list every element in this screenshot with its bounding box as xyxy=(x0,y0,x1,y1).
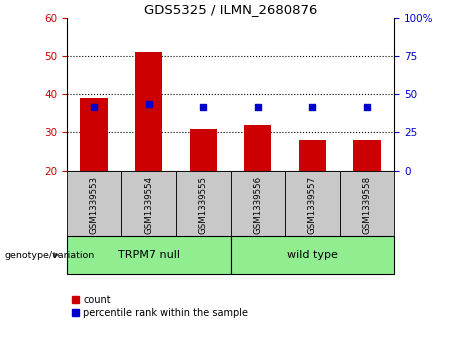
Point xyxy=(309,104,316,110)
FancyBboxPatch shape xyxy=(176,171,230,236)
FancyBboxPatch shape xyxy=(67,236,230,274)
Bar xyxy=(81,98,108,171)
Bar xyxy=(244,125,272,171)
FancyBboxPatch shape xyxy=(230,236,394,274)
Bar xyxy=(189,129,217,171)
Text: GSM1339554: GSM1339554 xyxy=(144,176,153,234)
FancyBboxPatch shape xyxy=(230,171,285,236)
Text: GSM1339555: GSM1339555 xyxy=(199,176,208,234)
Text: TRPM7 null: TRPM7 null xyxy=(118,250,180,260)
Bar xyxy=(353,140,380,171)
FancyBboxPatch shape xyxy=(67,171,121,236)
Bar xyxy=(135,53,162,171)
FancyBboxPatch shape xyxy=(340,171,394,236)
FancyBboxPatch shape xyxy=(121,171,176,236)
Point xyxy=(90,104,98,110)
FancyBboxPatch shape xyxy=(285,171,340,236)
Point xyxy=(200,104,207,110)
Text: genotype/variation: genotype/variation xyxy=(5,250,95,260)
Title: GDS5325 / ILMN_2680876: GDS5325 / ILMN_2680876 xyxy=(144,3,317,16)
Text: wild type: wild type xyxy=(287,250,338,260)
Text: GSM1339558: GSM1339558 xyxy=(362,176,372,234)
Point xyxy=(363,104,371,110)
Bar xyxy=(299,140,326,171)
Legend: count, percentile rank within the sample: count, percentile rank within the sample xyxy=(72,295,248,318)
Point xyxy=(254,104,261,110)
Text: GSM1339553: GSM1339553 xyxy=(89,176,99,234)
Text: GSM1339557: GSM1339557 xyxy=(308,176,317,234)
Text: GSM1339556: GSM1339556 xyxy=(253,176,262,234)
Point xyxy=(145,101,152,106)
